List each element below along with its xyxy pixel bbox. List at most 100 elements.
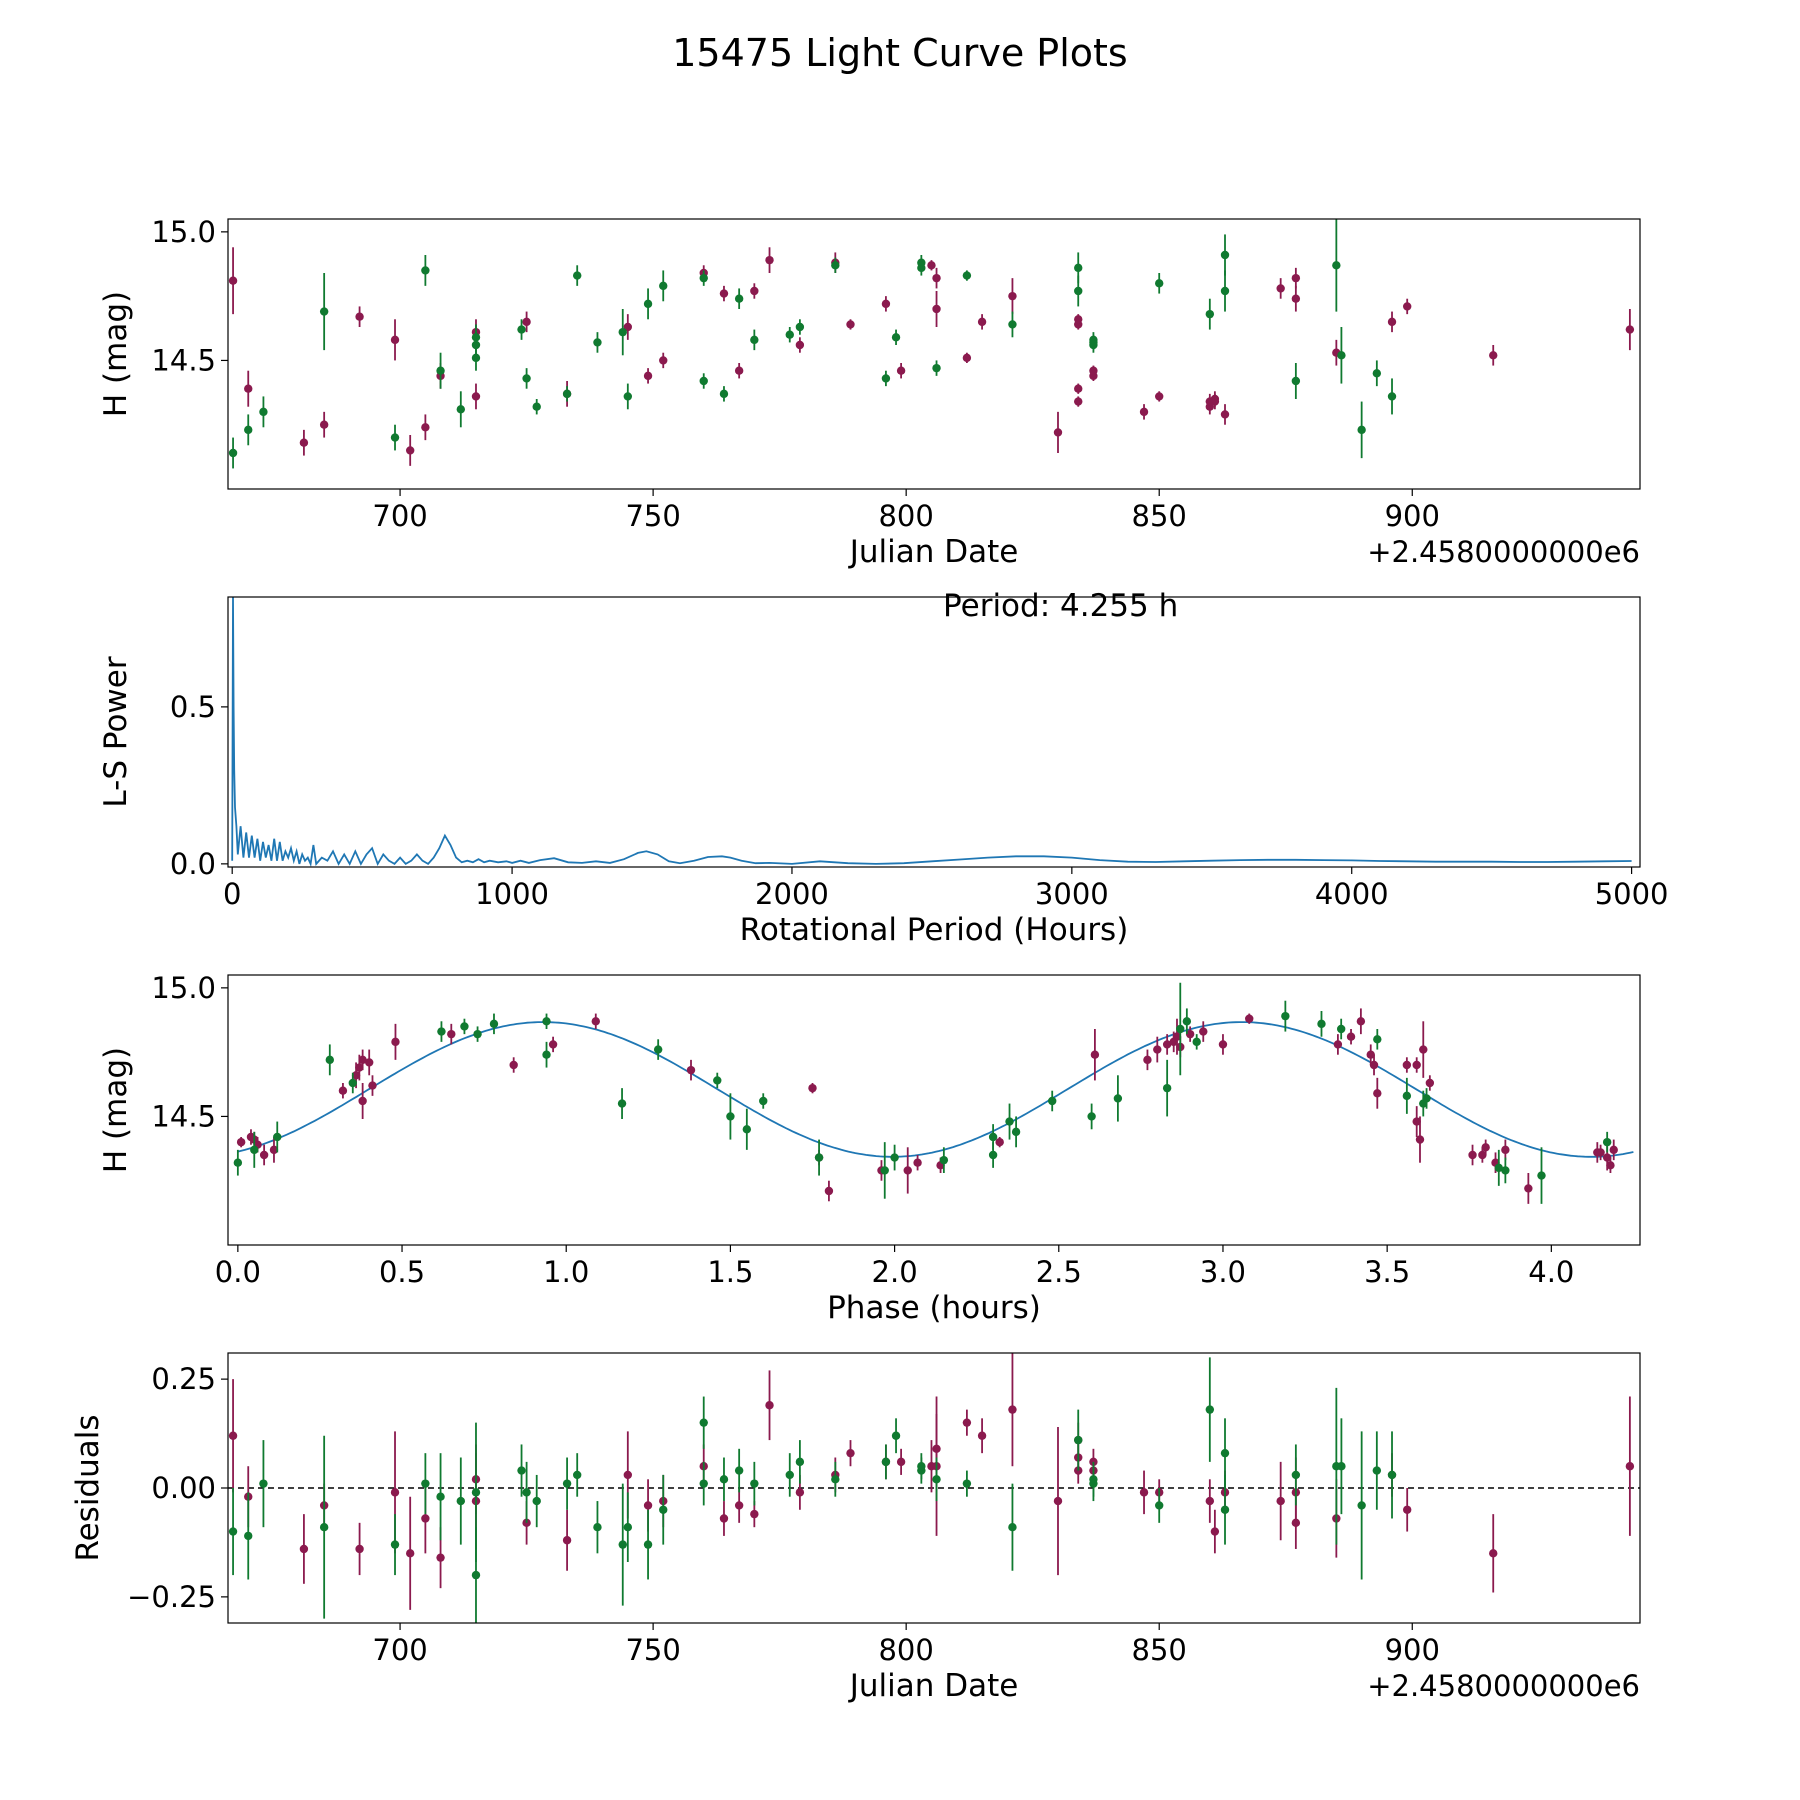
filter-a-point	[338, 1083, 348, 1099]
filter-b-point	[932, 1457, 941, 1502]
filter-a-point	[1090, 1029, 1100, 1081]
data-marker	[617, 1099, 627, 1108]
data-marker	[1369, 1060, 1379, 1070]
filter-b-point	[831, 1461, 840, 1497]
data-marker	[932, 273, 941, 283]
x-tick-label: 750	[625, 499, 680, 533]
data-marker	[436, 366, 445, 375]
filter-b-point	[1162, 1059, 1172, 1117]
filter-b-point	[456, 391, 466, 428]
filter-b-point	[750, 1461, 759, 1506]
data-marker	[1155, 1501, 1164, 1510]
data-marker	[1074, 263, 1083, 273]
filter-a-point	[896, 1448, 906, 1475]
y-tick-label: 0.5	[170, 690, 216, 724]
data-marker	[903, 1166, 912, 1175]
filter-a-point	[522, 311, 531, 333]
data-marker	[977, 317, 987, 327]
data-marker	[713, 1076, 722, 1085]
data-marker	[1155, 279, 1164, 288]
filter-a-point	[1419, 1021, 1428, 1078]
filter-b-point	[659, 1474, 668, 1545]
filter-b-point	[421, 1453, 430, 1515]
data-marker	[962, 1479, 972, 1488]
filter-b-point	[1387, 378, 1397, 415]
data-marker	[436, 1492, 445, 1501]
filter-a-point	[1489, 1514, 1498, 1593]
data-marker	[719, 389, 729, 399]
filter-a-point	[1291, 267, 1301, 289]
filter-b-point	[1008, 311, 1017, 338]
filter-a-point	[355, 1522, 364, 1576]
filter-a-point	[548, 1036, 558, 1053]
filter-b-point	[1074, 1409, 1083, 1471]
x-tick-label: 0.0	[215, 1255, 261, 1289]
filter-a-point	[719, 1501, 729, 1536]
x-tick-label: 2.0	[872, 1255, 918, 1289]
data-marker	[623, 1470, 633, 1480]
filter-a-point	[995, 1137, 1004, 1148]
data-marker	[1537, 1171, 1546, 1180]
data-marker	[962, 271, 972, 280]
data-marker	[1402, 1091, 1412, 1101]
data-marker	[643, 1540, 653, 1549]
phased-light-curve-frame	[227, 974, 1641, 1246]
x-tick-label: 1.5	[707, 1255, 753, 1289]
periodogram-plot-area	[231, 597, 1632, 867]
filter-a-point	[1053, 1427, 1063, 1576]
filter-a-point	[1074, 396, 1083, 407]
filter-b-point	[1205, 1357, 1215, 1462]
data-marker	[460, 1022, 469, 1031]
filter-b-point	[795, 319, 805, 335]
data-marker	[1356, 1017, 1366, 1026]
filter-b-point	[228, 437, 238, 469]
filter-a-point	[846, 1440, 855, 1467]
data-marker	[591, 1017, 600, 1026]
filter-a-point	[962, 352, 972, 363]
filter-b-point	[1357, 1431, 1366, 1580]
x-tick-label: 900	[1385, 499, 1440, 533]
filter-b-point	[719, 386, 729, 402]
filter-b-point	[750, 329, 759, 351]
filter-a-point	[1412, 1106, 1421, 1137]
data-marker	[785, 1470, 794, 1480]
filter-a-point	[1425, 1075, 1435, 1091]
data-marker	[699, 1418, 708, 1427]
data-marker	[1139, 407, 1149, 417]
data-marker	[421, 423, 430, 432]
filter-b-point	[1220, 270, 1230, 312]
filter-a-point	[1143, 1049, 1152, 1071]
filter-b-point	[473, 1026, 482, 1042]
data-marker	[259, 1479, 268, 1488]
data-marker	[824, 1186, 834, 1196]
data-marker	[932, 1444, 941, 1454]
data-marker	[734, 1466, 744, 1475]
filter-b-point	[593, 332, 602, 353]
data-marker	[719, 1514, 729, 1523]
data-marker	[814, 1153, 824, 1162]
filter-b-point	[881, 370, 891, 387]
data-marker	[795, 322, 805, 332]
y-tick-label: 14.5	[151, 1099, 216, 1133]
x-tick-label: 3.0	[1200, 1255, 1246, 1289]
x-tick-label: 750	[625, 1633, 680, 1667]
filter-b-point	[785, 327, 794, 343]
filter-a-point	[659, 352, 668, 369]
data-marker	[977, 1431, 987, 1440]
filter-b-point	[1192, 1034, 1201, 1050]
data-marker	[471, 392, 481, 401]
filter-a-point	[927, 260, 936, 271]
data-marker	[643, 371, 653, 381]
data-marker	[1210, 394, 1220, 404]
data-marker	[244, 1531, 253, 1541]
filter-b-point	[659, 270, 668, 302]
filter-a-point	[1489, 345, 1498, 366]
periodogram-line	[231, 597, 1632, 867]
filter-a-point	[1089, 365, 1098, 376]
filter-b-point	[573, 265, 582, 286]
data-marker	[1494, 1163, 1504, 1173]
data-marker	[338, 1086, 348, 1095]
y-axis-label: Residuals	[70, 1414, 106, 1561]
filter-a-point	[734, 1488, 744, 1523]
filter-b-point	[880, 1142, 889, 1199]
